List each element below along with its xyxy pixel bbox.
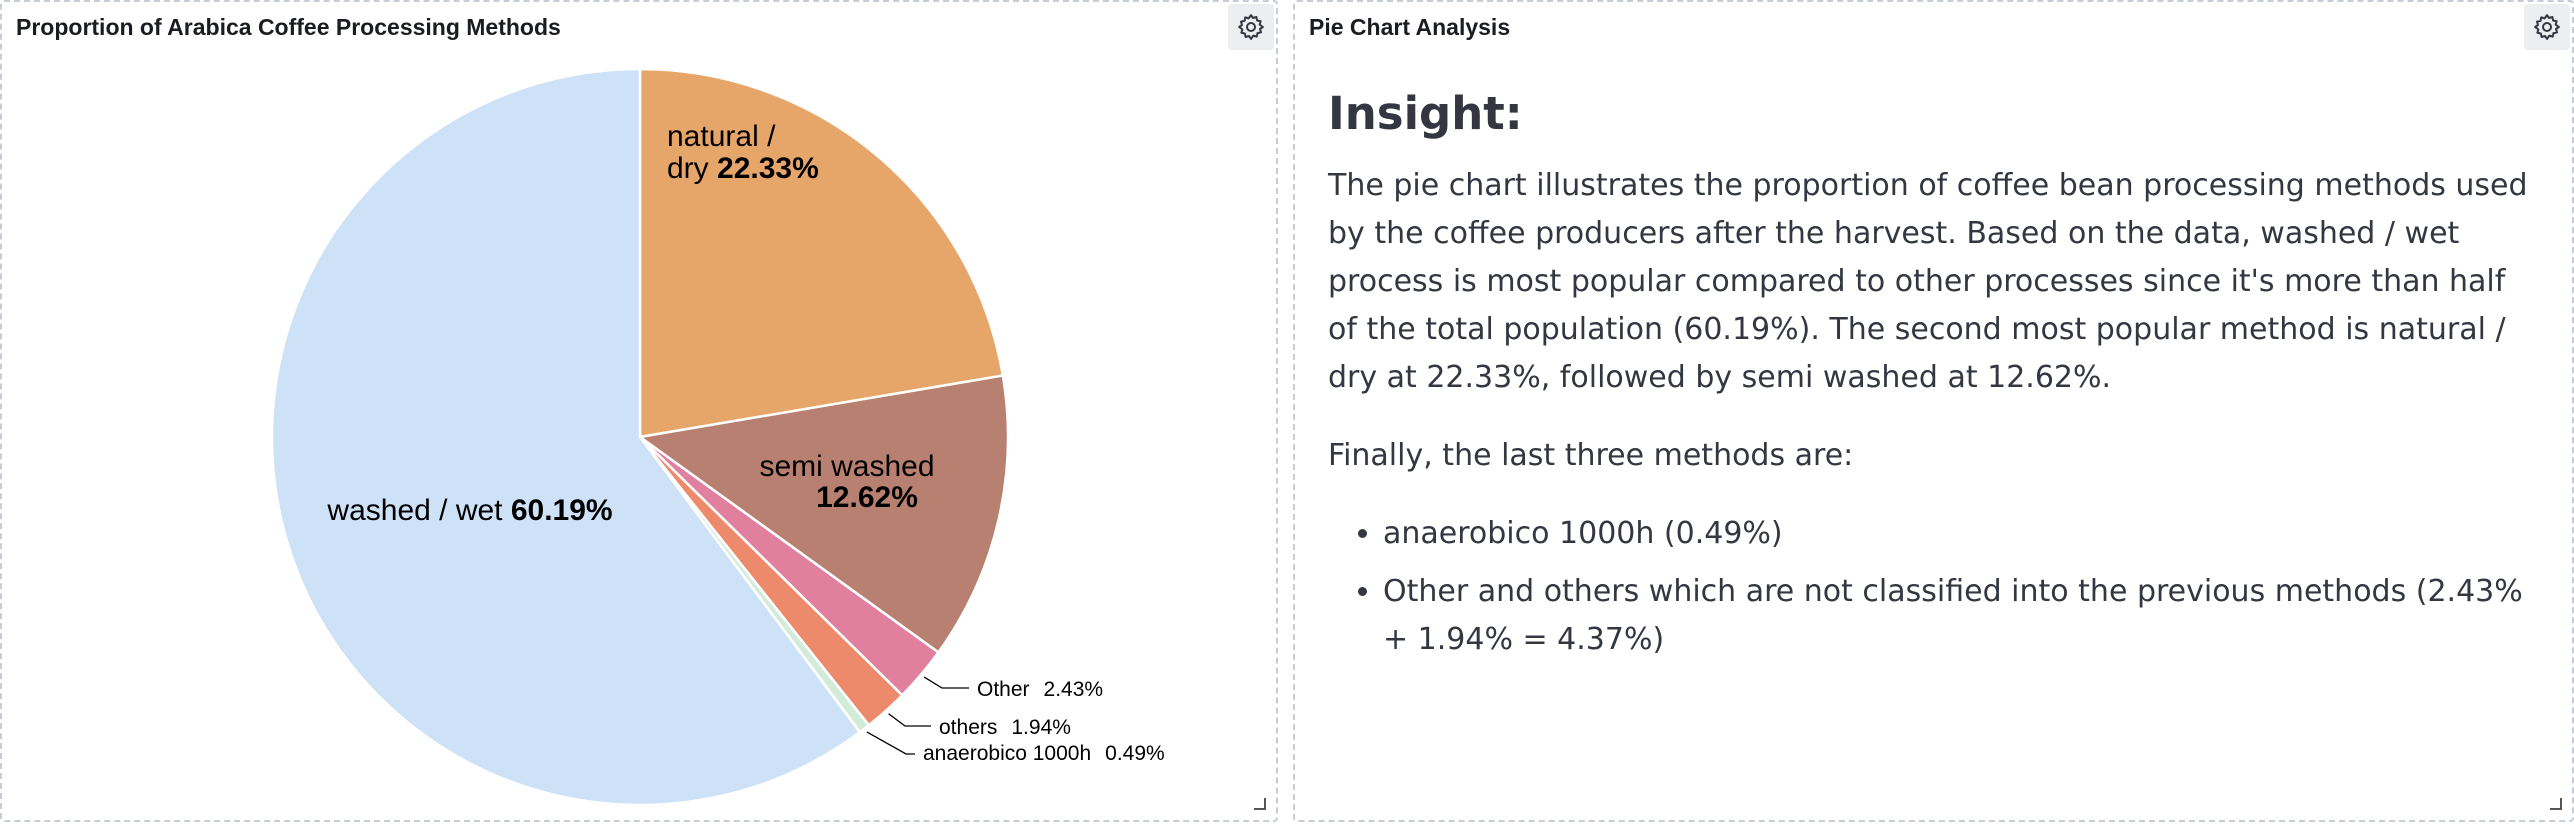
analysis-panel-resize-handle[interactable] [2550,798,2562,810]
insight-list-item: Other and others which are not classifie… [1383,568,2533,664]
leader-line [888,713,931,727]
slice-label-washed-wet: washed / wet 60.19% [326,494,612,527]
slice-label-anaerobico-1000h: anaerobico 1000h 0.49% [923,742,1165,765]
analysis-panel-settings-button[interactable] [2524,4,2570,50]
chart-panel-settings-button[interactable] [1228,4,1274,50]
chart-panel-title: Proportion of Arabica Coffee Processing … [16,14,561,40]
chart-panel-resize-handle[interactable] [1254,798,1266,810]
slice-label-other: Other 2.43% [977,678,1103,701]
pie-slice-semi-washed[interactable] [636,374,1010,655]
insight-paragraph-1: The pie chart illustrates the proportion… [1328,168,2528,395]
slice-value-semi-washed: 12.62% [816,481,918,514]
insight-list: anaerobico 1000h (0.49%) Other and other… [1328,510,2533,664]
slice-label-natural-dry-line1: natural / [667,120,776,153]
pie-slice-natural-dry[interactable] [638,67,1005,439]
insight-paragraph-2: Finally, the last three methods are: [1328,438,1854,473]
analysis-panel-title: Pie Chart Analysis [1309,14,1511,40]
slice-label-others: others 1.94% [939,716,1071,739]
gear-icon [2534,14,2560,40]
analysis-panel: Pie Chart Analysis Insight: The pie char… [1293,0,2574,822]
insight-list-item: anaerobico 1000h (0.49%) [1383,510,2533,558]
slice-label-semi-washed: semi washed [759,450,934,483]
pie-slice-washed-wet[interactable] [270,67,862,807]
insight-content: Insight: The pie chart illustrates the p… [1328,87,2533,674]
leader-line [923,676,969,689]
gear-icon [1238,14,1264,40]
chart-panel: Proportion of Arabica Coffee Processing … [0,0,1278,822]
leader-line [866,731,915,755]
insight-heading: Insight: [1328,87,1523,140]
slice-label-natural-dry-line2: dry 22.33% [667,152,819,185]
